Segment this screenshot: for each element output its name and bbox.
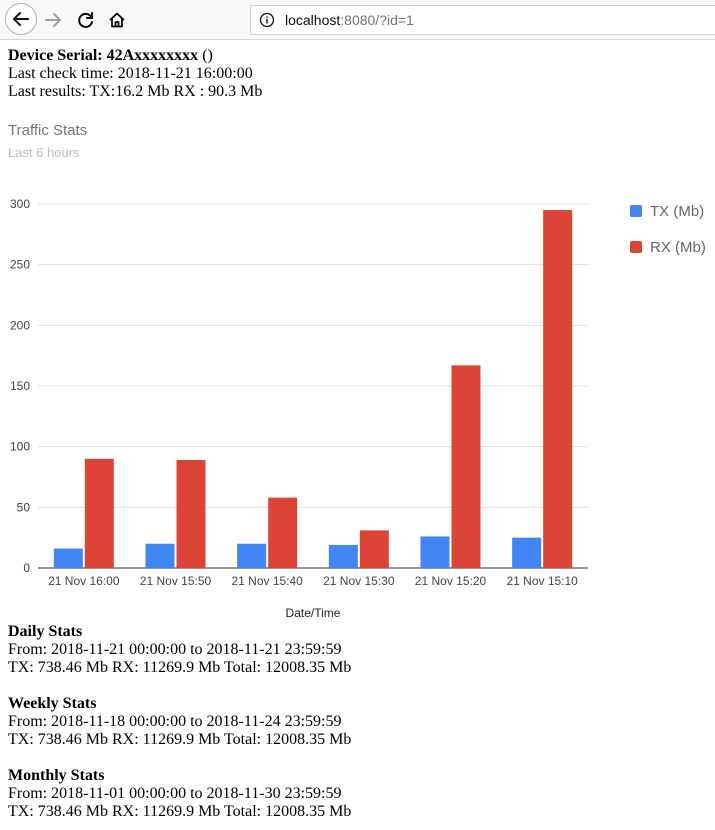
x-tick-label: 21 Nov 15:30: [323, 574, 395, 588]
device-serial-line: Device Serial: 42Axxxxxxxx (): [8, 47, 262, 65]
x-tick-label: 21 Nov 15:10: [506, 574, 578, 588]
y-tick-label: 250: [10, 258, 30, 272]
weekly-stats: Weekly Stats From: 2018-11-18 00:00:00 t…: [8, 695, 351, 749]
y-tick-label: 150: [10, 379, 30, 393]
x-tick-label: 21 Nov 15:50: [140, 574, 212, 588]
y-tick-label: 50: [17, 500, 31, 514]
bar-tx: [237, 543, 267, 568]
x-tick-label: 21 Nov 16:00: [48, 574, 120, 588]
stats-heading: Monthly Stats: [8, 767, 105, 784]
y-tick-label: 100: [10, 440, 30, 454]
stats-range: From: 2018-11-21 00:00:00 to 2018-11-21 …: [8, 641, 342, 658]
x-tick-label: 21 Nov 15:40: [231, 574, 303, 588]
url-bar[interactable]: localhost:8080/?id=1: [250, 5, 715, 35]
url-path: :8080/?id=1: [340, 12, 414, 28]
bar-tx: [420, 536, 450, 568]
bar-rx: [451, 365, 481, 568]
bar-rx: [176, 460, 206, 568]
browser-toolbar: localhost:8080/?id=1: [0, 0, 715, 40]
stats-heading: Daily Stats: [8, 623, 83, 640]
y-tick-label: 300: [10, 197, 30, 211]
home-button[interactable]: [102, 5, 132, 35]
device-serial-suffix: (): [202, 47, 213, 64]
chart-title: Traffic Stats: [8, 122, 88, 139]
device-serial-value: 42Axxxxxxxx: [106, 47, 199, 64]
stats-totals: TX: 738.46 Mb RX: 11269.9 Mb Total: 1200…: [8, 731, 352, 748]
legend-swatch: [630, 205, 642, 217]
forward-arrow-icon: [45, 13, 61, 27]
back-arrow-icon: [13, 12, 29, 26]
last-check-time: Last check time: 2018-11-21 16:00:00: [8, 65, 253, 82]
bar-rx: [359, 530, 389, 568]
y-tick-label: 0: [23, 561, 30, 575]
home-icon: [109, 12, 125, 28]
bar-tx: [53, 548, 83, 568]
x-axis-title: Date/Time: [286, 606, 341, 620]
bar-rx: [268, 497, 298, 568]
stats-totals: TX: 738.46 Mb RX: 11269.9 Mb Total: 1200…: [8, 659, 352, 676]
y-tick-label: 200: [10, 318, 30, 332]
url-host: localhost: [285, 12, 341, 28]
last-results: Last results: TX:16.2 Mb RX : 90.3 Mb: [8, 83, 263, 100]
x-tick-label: 21 Nov 15:20: [415, 574, 487, 588]
reload-icon: [78, 12, 93, 28]
back-button[interactable]: [5, 3, 37, 35]
stats-range: From: 2018-11-18 00:00:00 to 2018-11-24 …: [8, 713, 342, 730]
device-serial-label: Device Serial:: [8, 47, 103, 64]
chart-subtitle: Last 6 hours: [8, 145, 80, 160]
legend-label: RX (Mb): [650, 239, 706, 256]
bar-tx: [145, 543, 175, 568]
daily-stats: Daily Stats From: 2018-11-21 00:00:00 to…: [8, 623, 351, 677]
legend-label: TX (Mb): [650, 203, 704, 220]
traffic-chart: 0 50 100 150 200 250 300 21 Nov 16:00 21 Nov 15:…: [10, 197, 706, 620]
device-info: Device Serial: 42Axxxxxxxx () Last check…: [8, 47, 262, 101]
legend-swatch: [630, 241, 642, 253]
url-text: localhost:8080/?id=1: [285, 12, 414, 28]
bar-rx: [84, 458, 114, 568]
forward-button[interactable]: [38, 5, 68, 35]
stats-totals: TX: 738.46 Mb RX: 11269.9 Mb Total: 1200…: [8, 803, 352, 820]
bar-tx: [512, 537, 542, 568]
bar-tx: [328, 544, 358, 568]
info-icon[interactable]: [259, 12, 275, 28]
stats-heading: Weekly Stats: [8, 695, 97, 712]
reload-button[interactable]: [71, 5, 101, 35]
bar-rx: [543, 210, 573, 569]
stats-range: From: 2018-11-01 00:00:00 to 2018-11-30 …: [8, 785, 342, 802]
monthly-stats: Monthly Stats From: 2018-11-01 00:00:00 …: [8, 767, 351, 821]
